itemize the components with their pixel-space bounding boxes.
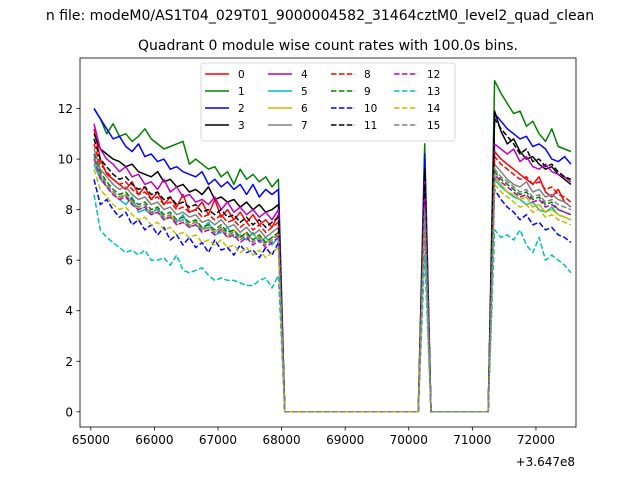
x-tick-label: 70000 [390, 433, 428, 447]
y-tick-label: 6 [65, 254, 73, 268]
legend-label-7: 7 [301, 120, 308, 132]
plot-frame [79, 57, 577, 428]
y-tick-label: 0 [65, 405, 73, 419]
y-tick-label: 4 [65, 304, 73, 318]
y-tick-label: 10 [58, 153, 73, 167]
legend-label-3: 3 [238, 120, 245, 132]
x-tick-label: 72000 [517, 433, 555, 447]
x-tick-label: 66000 [135, 433, 173, 447]
x-axis-ticks: 65000 66000 67000 68000 69000 70000 71000 72000 [72, 427, 555, 447]
x-tick-label: 71000 [453, 433, 491, 447]
legend-label-4: 4 [301, 69, 308, 81]
legend-label-6: 6 [301, 103, 308, 115]
legend-box [200, 62, 456, 142]
y-axis-ticks: 0 2 4 6 8 10 12 [58, 102, 80, 419]
suptitle: n file: modeM0/AS1T04_029T01_9000004582_… [46, 8, 594, 24]
legend-label-11: 11 [364, 120, 377, 132]
x-tick-label: 65000 [72, 433, 110, 447]
series-line-15 [93, 156, 572, 413]
legend-label-9: 9 [364, 86, 371, 98]
legend-label-10: 10 [364, 103, 377, 115]
x-offset-label: +3.647e8 [516, 455, 575, 469]
legend-label-8: 8 [364, 69, 371, 81]
legend-label-15: 15 [427, 120, 440, 132]
x-tick-label: 68000 [262, 433, 300, 447]
y-tick-label: 2 [65, 355, 73, 369]
legend-label-13: 13 [427, 86, 440, 98]
x-tick-label: 67000 [199, 433, 237, 447]
legend-label-14: 14 [427, 103, 441, 115]
x-tick-label: 69000 [326, 433, 364, 447]
legend-label-1: 1 [238, 86, 245, 98]
legend-label-12: 12 [427, 69, 440, 81]
y-tick-label: 8 [65, 203, 73, 217]
series-lines [93, 79, 572, 413]
legend-label-2: 2 [238, 103, 245, 115]
chart-title: Quadrant 0 module wise count rates with … [138, 38, 518, 54]
legend-label-0: 0 [238, 69, 245, 81]
y-tick-label: 12 [58, 102, 73, 116]
legend-label-5: 5 [301, 86, 308, 98]
